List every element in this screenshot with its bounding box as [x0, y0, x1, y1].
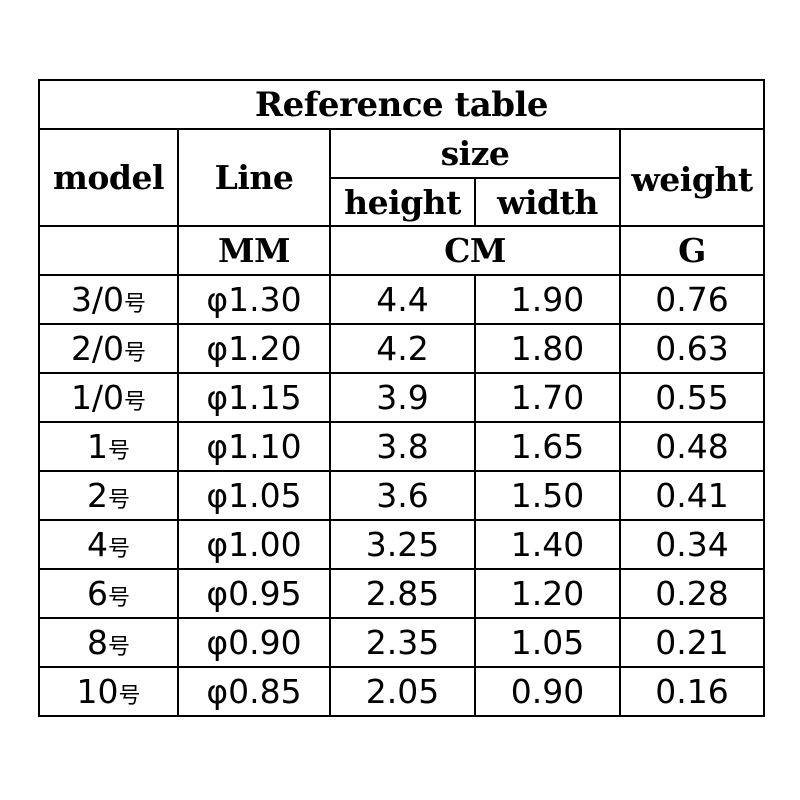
cell-weight: 0.28: [619, 568, 765, 619]
cell-height: 4.2: [329, 323, 476, 374]
table-row: 2/0号 φ1.20 4.2 1.80 0.63: [38, 323, 765, 374]
cell-height: 3.8: [329, 421, 476, 472]
table-row: 1/0号 φ1.15 3.9 1.70 0.55: [38, 372, 765, 423]
model-suffix: 号: [107, 439, 130, 464]
cell-width: 1.70: [474, 372, 621, 423]
model-number: 3/0: [70, 280, 125, 319]
cell-height: 2.85: [329, 568, 476, 619]
size-header-row: model Line size weight: [38, 128, 765, 227]
model-suffix: 号: [107, 488, 130, 513]
cell-weight: 0.21: [619, 617, 765, 668]
cell-width: 1.20: [474, 568, 621, 619]
cell-width: 1.90: [474, 274, 621, 325]
model-number: 2: [86, 476, 108, 515]
cell-width: 1.40: [474, 519, 621, 570]
model-suffix: 号: [118, 684, 141, 709]
table-row: 8号 φ0.90 2.35 1.05 0.21: [38, 617, 765, 668]
cell-model: 2号: [38, 470, 179, 521]
cell-line: φ1.30: [177, 274, 331, 325]
cell-weight: 0.48: [619, 421, 765, 472]
reference-table: Reference table model Line size weight h…: [38, 79, 765, 717]
cell-weight: 0.41: [619, 470, 765, 521]
cell-model: 2/0号: [38, 323, 179, 374]
model-number: 4: [86, 525, 108, 564]
model-number: 6: [86, 574, 108, 613]
cell-width: 1.05: [474, 617, 621, 668]
cell-line: φ1.20: [177, 323, 331, 374]
model-suffix: 号: [124, 292, 147, 317]
unit-line: MM: [177, 225, 331, 276]
cell-height: 3.25: [329, 519, 476, 570]
cell-model: 8号: [38, 617, 179, 668]
model-suffix: 号: [124, 390, 147, 415]
model-suffix: 号: [107, 586, 130, 611]
header-size: size: [329, 128, 621, 179]
cell-model: 4号: [38, 519, 179, 570]
cell-line: φ0.85: [177, 666, 331, 717]
cell-line: φ1.10: [177, 421, 331, 472]
cell-model: 1号: [38, 421, 179, 472]
cell-model: 1/0号: [38, 372, 179, 423]
model-number: 1/0: [70, 378, 125, 417]
units-row: MM CM G: [38, 225, 765, 276]
cell-height: 4.4: [329, 274, 476, 325]
header-model: model: [38, 128, 179, 227]
cell-line: φ1.00: [177, 519, 331, 570]
model-suffix: 号: [124, 341, 147, 366]
model-suffix: 号: [107, 635, 130, 660]
table-row: 2号 φ1.05 3.6 1.50 0.41: [38, 470, 765, 521]
cell-height: 3.6: [329, 470, 476, 521]
table-row: 6号 φ0.95 2.85 1.20 0.28: [38, 568, 765, 619]
header-weight: weight: [619, 128, 765, 227]
unit-weight: G: [619, 225, 765, 276]
cell-line: φ0.95: [177, 568, 331, 619]
cell-model: 6号: [38, 568, 179, 619]
table-row: 4号 φ1.00 3.25 1.40 0.34: [38, 519, 765, 570]
cell-model: 10号: [38, 666, 179, 717]
cell-weight: 0.76: [619, 274, 765, 325]
table-title: Reference table: [38, 79, 765, 130]
cell-width: 1.50: [474, 470, 621, 521]
header-line: Line: [177, 128, 331, 227]
model-number: 1: [86, 427, 108, 466]
unit-size: CM: [329, 225, 621, 276]
cell-width: 1.80: [474, 323, 621, 374]
cell-width: 0.90: [474, 666, 621, 717]
header-width: width: [474, 177, 621, 227]
model-suffix: 号: [107, 537, 130, 562]
units-model-blank: [38, 225, 179, 276]
model-number: 2/0: [70, 329, 125, 368]
table-body: Reference table model Line size weight h…: [38, 79, 765, 717]
model-number: 8: [86, 623, 108, 662]
cell-weight: 0.16: [619, 666, 765, 717]
title-row: Reference table: [38, 79, 765, 130]
cell-model: 3/0号: [38, 274, 179, 325]
cell-width: 1.65: [474, 421, 621, 472]
header-weight-label: weight: [631, 160, 753, 199]
cell-height: 2.05: [329, 666, 476, 717]
cell-height: 2.35: [329, 617, 476, 668]
dimensions-header-row: height width: [39, 177, 764, 227]
table-row: 1号 φ1.10 3.8 1.65 0.48: [38, 421, 765, 472]
cell-weight: 0.55: [619, 372, 765, 423]
cell-height: 3.9: [329, 372, 476, 423]
cell-line: φ1.05: [177, 470, 331, 521]
cell-line: φ1.15: [177, 372, 331, 423]
model-number: 10: [76, 672, 119, 711]
cell-weight: 0.34: [619, 519, 765, 570]
table-row: 10号 φ0.85 2.05 0.90 0.16: [38, 666, 765, 717]
header-height: height: [329, 177, 476, 227]
table-row: 3/0号 φ1.30 4.4 1.90 0.76: [38, 274, 765, 325]
cell-line: φ0.90: [177, 617, 331, 668]
cell-weight: 0.63: [619, 323, 765, 374]
